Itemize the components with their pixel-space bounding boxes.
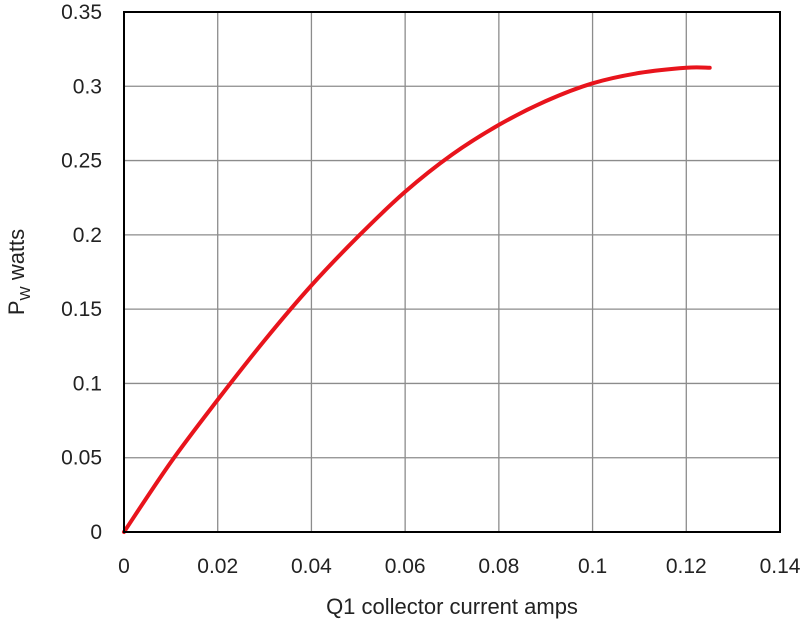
y-tick-label: 0.3 [73,75,102,98]
y-tick-labels: 0 0.05 0.1 0.15 0.2 0.25 0.3 0.35 [61,1,102,544]
series-line [122,65,712,534]
y-axis-title: PW watts [4,229,34,315]
grid [124,12,780,532]
series-layer [122,65,712,534]
y-tick-label: 0.05 [61,447,102,470]
y-tick-label: 0.2 [73,224,102,247]
x-tick-label: 0.02 [197,555,238,578]
y-tick-label: 0.1 [73,372,102,395]
x-tick-label: 0.1 [578,555,607,578]
x-tick-label: 0.08 [478,555,519,578]
y-tick-label: 0 [90,521,102,544]
x-tick-label: 0.06 [385,555,426,578]
x-tick-label: 0.12 [666,555,707,578]
y-tick-label: 0.35 [61,1,102,24]
y-axis-title-main: P [4,300,29,315]
x-tick-labels: 0 0.02 0.04 0.06 0.08 0.1 0.12 0.14 [118,555,800,578]
plot-frame [123,11,781,533]
x-tick-label: 0.14 [760,555,800,578]
y-tick-label: 0.25 [61,150,102,173]
y-tick-label: 0.15 [61,298,102,321]
y-axis-title-rest: watts [4,229,29,286]
x-tick-label: 0 [118,555,130,578]
x-axis-title: Q1 collector current amps [326,594,578,619]
x-tick-label: 0.04 [291,555,332,578]
y-axis-title-subscript: W [17,285,34,300]
